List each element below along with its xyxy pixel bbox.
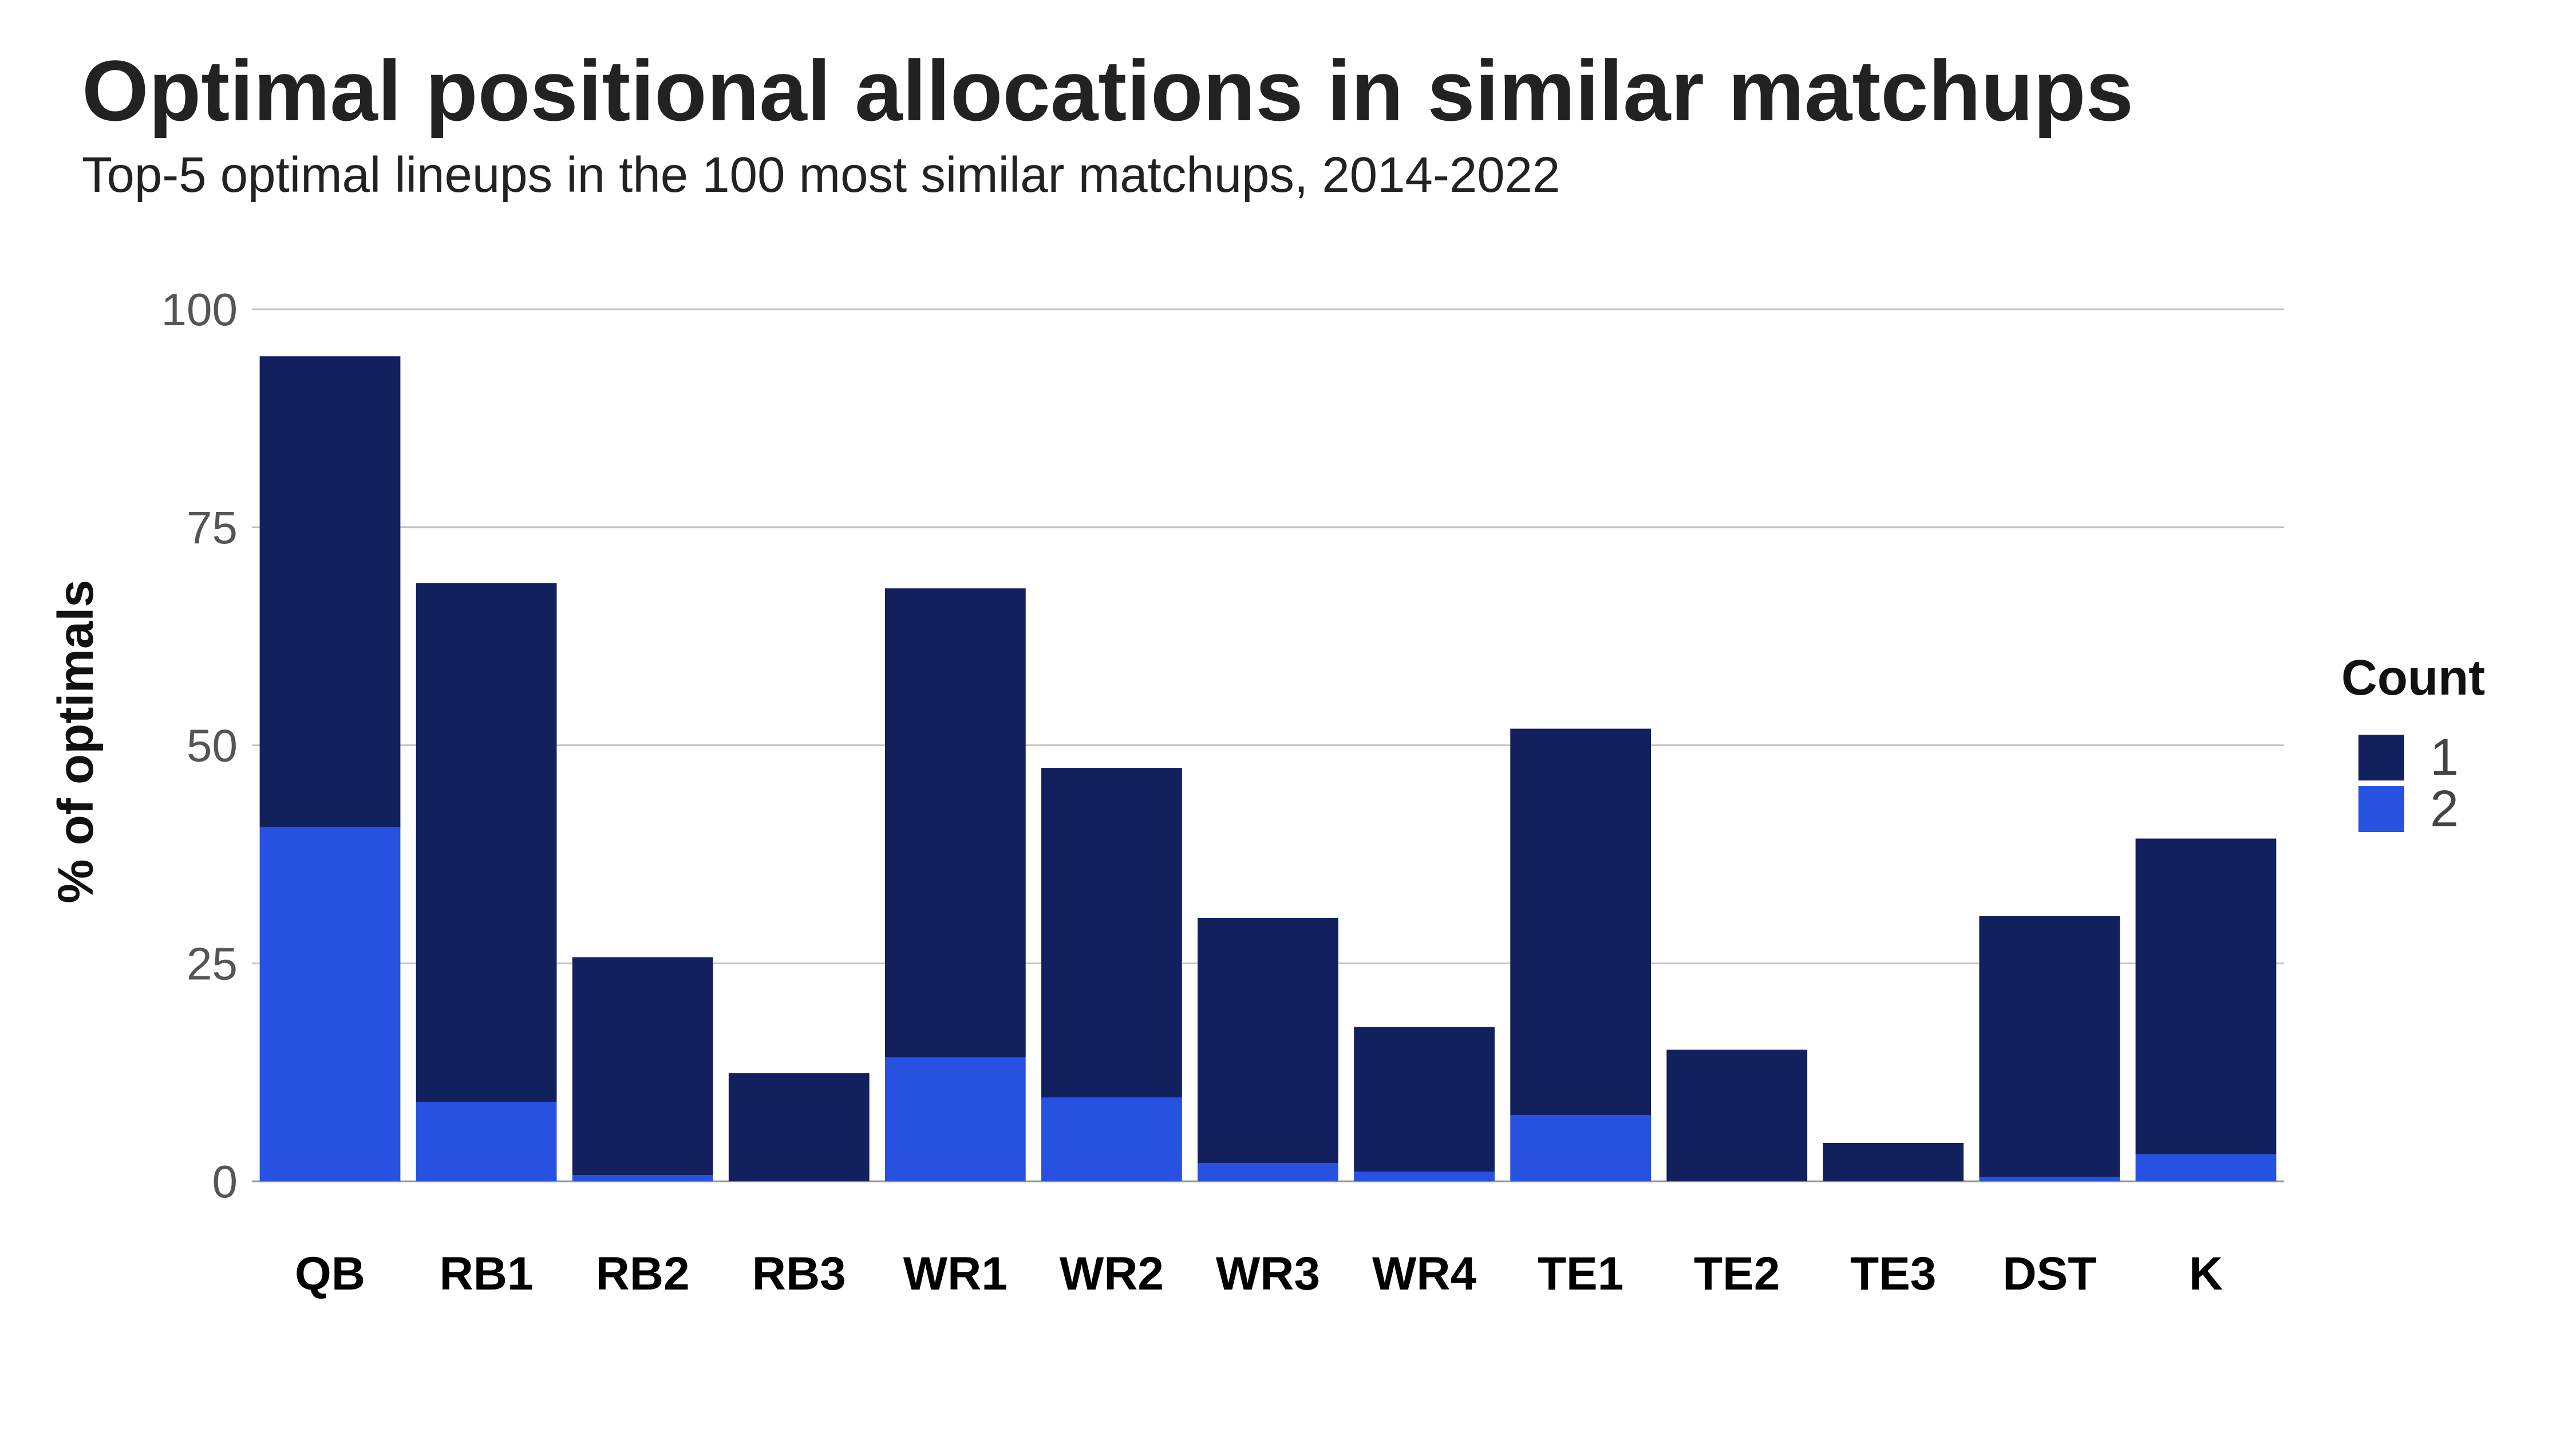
bar-rb2-count-2 bbox=[572, 1175, 713, 1181]
bar-te2-count-1 bbox=[1666, 1050, 1808, 1181]
bar-qb-count-1 bbox=[259, 356, 401, 827]
legend-label-1: 1 bbox=[2430, 729, 2459, 786]
x-tick-label: RB1 bbox=[440, 1248, 534, 1300]
x-tick-label: TE3 bbox=[1850, 1248, 1936, 1300]
x-tick-label: TE1 bbox=[1538, 1248, 1623, 1300]
legend-swatch-2 bbox=[2358, 786, 2404, 832]
legend-title: Count bbox=[2341, 650, 2485, 705]
bar-wr3-count-1 bbox=[1198, 918, 1338, 1164]
x-tick-label: QB bbox=[295, 1248, 365, 1300]
x-tick-labels: QB RB1 RB2 RB3 WR1 WR2 WR3 WR4 TE1 TE2 TE3 DST K bbox=[295, 1248, 2223, 1300]
chart-subtitle: Top-5 optimal lineups in the 100 most si… bbox=[82, 147, 1560, 203]
bar-k-count-1 bbox=[2135, 838, 2277, 1154]
x-tick-label: DST bbox=[2002, 1248, 2096, 1300]
y-axis-label: % of optimals bbox=[48, 579, 104, 904]
bar-rb1-count-2 bbox=[416, 1102, 557, 1181]
x-tick-label: RB2 bbox=[596, 1248, 690, 1300]
bar-wr4-count-2 bbox=[1354, 1172, 1495, 1181]
bar-wr1-count-1 bbox=[884, 588, 1026, 1058]
y-tick-labels: 0 25 50 75 100 bbox=[161, 284, 238, 1207]
y-tick-label: 75 bbox=[187, 502, 238, 553]
y-tick-label: 25 bbox=[187, 938, 238, 989]
legend-swatch-1 bbox=[2358, 735, 2404, 780]
bar-te1-count-1 bbox=[1510, 728, 1652, 1115]
x-tick-label: K bbox=[2189, 1248, 2223, 1300]
bar-wr4-count-1 bbox=[1354, 1027, 1495, 1172]
bar-wr2-count-1 bbox=[1041, 768, 1182, 1098]
chart-title: Optimal positional allocations in simila… bbox=[82, 42, 2134, 139]
bar-dst-count-1 bbox=[1979, 916, 2120, 1177]
bar-rb3-count-1 bbox=[728, 1073, 870, 1181]
x-tick-label: WR1 bbox=[903, 1248, 1008, 1300]
bar-qb-count-2 bbox=[259, 827, 401, 1181]
x-tick-label: RB3 bbox=[752, 1248, 846, 1300]
legend-label-2: 2 bbox=[2430, 780, 2459, 838]
bar-wr1-count-2 bbox=[884, 1057, 1026, 1181]
bar-wr3-count-2 bbox=[1198, 1163, 1338, 1181]
bars bbox=[259, 356, 2277, 1181]
bar-k-count-2 bbox=[2135, 1154, 2277, 1181]
x-tick-label: WR2 bbox=[1060, 1248, 1164, 1300]
bar-rb1-count-1 bbox=[416, 583, 557, 1102]
bar-wr2-count-2 bbox=[1041, 1097, 1182, 1181]
y-tick-label: 100 bbox=[161, 284, 238, 335]
y-tick-label: 0 bbox=[212, 1156, 238, 1207]
x-tick-label: WR3 bbox=[1216, 1248, 1320, 1300]
bar-te3-count-1 bbox=[1823, 1142, 1964, 1181]
legend: Count 12 bbox=[2341, 650, 2485, 838]
x-tick-label: TE2 bbox=[1694, 1248, 1780, 1300]
bar-te1-count-2 bbox=[1510, 1115, 1652, 1181]
legend-items: 12 bbox=[2358, 729, 2459, 838]
y-tick-label: 50 bbox=[187, 720, 238, 771]
bar-dst-count-2 bbox=[1979, 1177, 2120, 1181]
x-tick-label: WR4 bbox=[1372, 1248, 1477, 1300]
bar-rb2-count-1 bbox=[572, 957, 713, 1176]
